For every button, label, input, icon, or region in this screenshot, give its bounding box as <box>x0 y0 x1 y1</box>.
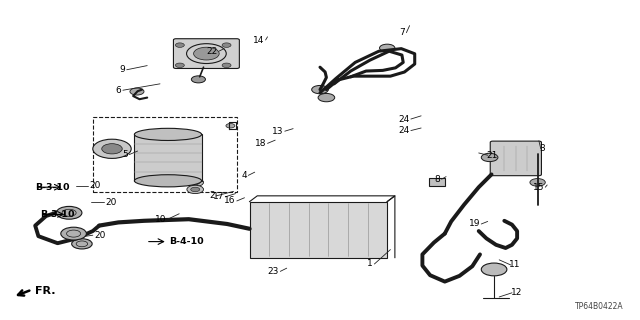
Text: 9: 9 <box>120 65 125 74</box>
Circle shape <box>175 63 184 68</box>
Text: 22: 22 <box>206 47 218 56</box>
Circle shape <box>130 88 144 95</box>
Text: 4: 4 <box>241 171 247 180</box>
Circle shape <box>187 178 204 187</box>
Text: 12: 12 <box>511 288 522 297</box>
Circle shape <box>318 93 335 102</box>
Text: 7: 7 <box>399 28 405 37</box>
Circle shape <box>191 187 200 192</box>
Text: FR.: FR. <box>35 286 56 296</box>
Text: 5: 5 <box>122 150 128 159</box>
Circle shape <box>72 239 92 249</box>
Text: 2: 2 <box>209 191 215 200</box>
Text: 20: 20 <box>94 231 106 240</box>
Text: 15: 15 <box>532 183 544 192</box>
Circle shape <box>222 63 231 68</box>
Text: 16: 16 <box>224 196 236 205</box>
Bar <box>429 178 445 186</box>
FancyBboxPatch shape <box>173 39 239 68</box>
Text: 1: 1 <box>367 260 373 268</box>
Circle shape <box>61 227 86 240</box>
Text: 17: 17 <box>212 192 224 201</box>
Ellipse shape <box>134 175 202 187</box>
Circle shape <box>380 44 395 52</box>
Circle shape <box>191 180 200 185</box>
Circle shape <box>187 185 204 194</box>
Text: 20: 20 <box>105 198 116 207</box>
Text: 24: 24 <box>398 115 410 124</box>
Text: 18: 18 <box>255 139 266 148</box>
Ellipse shape <box>134 128 202 140</box>
Text: 20: 20 <box>90 181 101 190</box>
Circle shape <box>481 263 507 276</box>
Ellipse shape <box>193 47 219 60</box>
Text: 3: 3 <box>540 144 545 153</box>
Text: 24: 24 <box>398 126 410 135</box>
Text: 19: 19 <box>468 220 480 228</box>
Text: 6: 6 <box>116 86 122 95</box>
Text: 14: 14 <box>253 36 264 44</box>
Circle shape <box>93 139 131 158</box>
Text: 8: 8 <box>435 175 440 184</box>
Text: B-4-10: B-4-10 <box>170 237 204 246</box>
Circle shape <box>481 153 498 162</box>
Text: 21: 21 <box>486 151 498 160</box>
Bar <box>134 134 202 181</box>
Circle shape <box>222 43 231 47</box>
Circle shape <box>191 76 205 83</box>
Circle shape <box>102 144 122 154</box>
Text: 10: 10 <box>155 215 166 224</box>
Circle shape <box>530 179 545 186</box>
Circle shape <box>175 43 184 47</box>
Text: 23: 23 <box>268 267 279 276</box>
Bar <box>250 202 387 258</box>
Text: B-3-10: B-3-10 <box>40 210 74 219</box>
Text: 13: 13 <box>272 127 284 136</box>
Circle shape <box>312 85 328 94</box>
FancyBboxPatch shape <box>490 141 541 176</box>
Bar <box>93 117 237 192</box>
Circle shape <box>226 124 235 128</box>
Text: TP64B0422A: TP64B0422A <box>575 302 624 311</box>
Text: 11: 11 <box>509 260 521 269</box>
Circle shape <box>56 206 82 219</box>
Text: B-3-10: B-3-10 <box>35 183 70 192</box>
